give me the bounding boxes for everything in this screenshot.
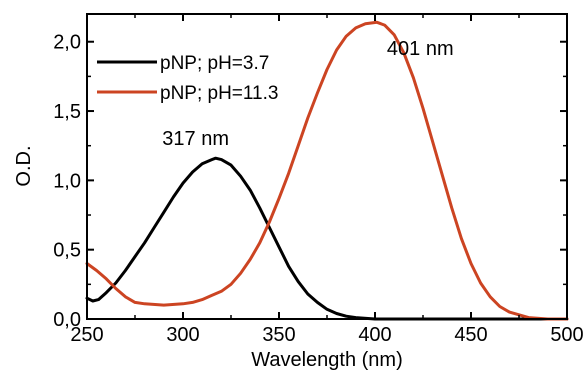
peak-label-2: 401 nm <box>387 38 454 60</box>
x-axis-label: Wavelength (nm) <box>251 349 403 371</box>
y-tick-label: 0,5 <box>53 240 81 262</box>
y-tick-label: 1,0 <box>53 170 81 192</box>
series-line-1 <box>85 156 569 321</box>
x-tick-label: 450 <box>454 324 487 346</box>
legend-label-2: pNP; pH=11.3 <box>160 83 278 104</box>
axis-ticks <box>86 14 568 320</box>
x-tick-label: 350 <box>262 324 295 346</box>
x-tick-label: 500 <box>550 324 583 346</box>
y-tick-label: 2,0 <box>53 32 81 54</box>
x-tick-label: 250 <box>70 324 103 346</box>
peak-annotations: 317 nm 401 nm <box>162 38 453 150</box>
y-tick-label: 1,5 <box>53 101 81 123</box>
plot-frame <box>86 13 568 320</box>
y-tick-label: 0,0 <box>53 309 81 331</box>
y-axis-label: O.D. <box>13 145 35 186</box>
tick-labels: 250 300 350 400 450 500 0,0 0,5 1,0 1,5 2,0 <box>53 32 584 346</box>
series-line-2 <box>85 20 569 321</box>
x-tick-label: 300 <box>166 324 199 346</box>
peak-label-1: 317 nm <box>162 128 229 150</box>
legend: pNP; pH=3.7 pNP; pH=11.3 <box>97 53 278 104</box>
legend-label-1: pNP; pH=3.7 <box>160 53 269 74</box>
series-curves <box>85 20 569 321</box>
x-tick-label: 400 <box>358 324 391 346</box>
